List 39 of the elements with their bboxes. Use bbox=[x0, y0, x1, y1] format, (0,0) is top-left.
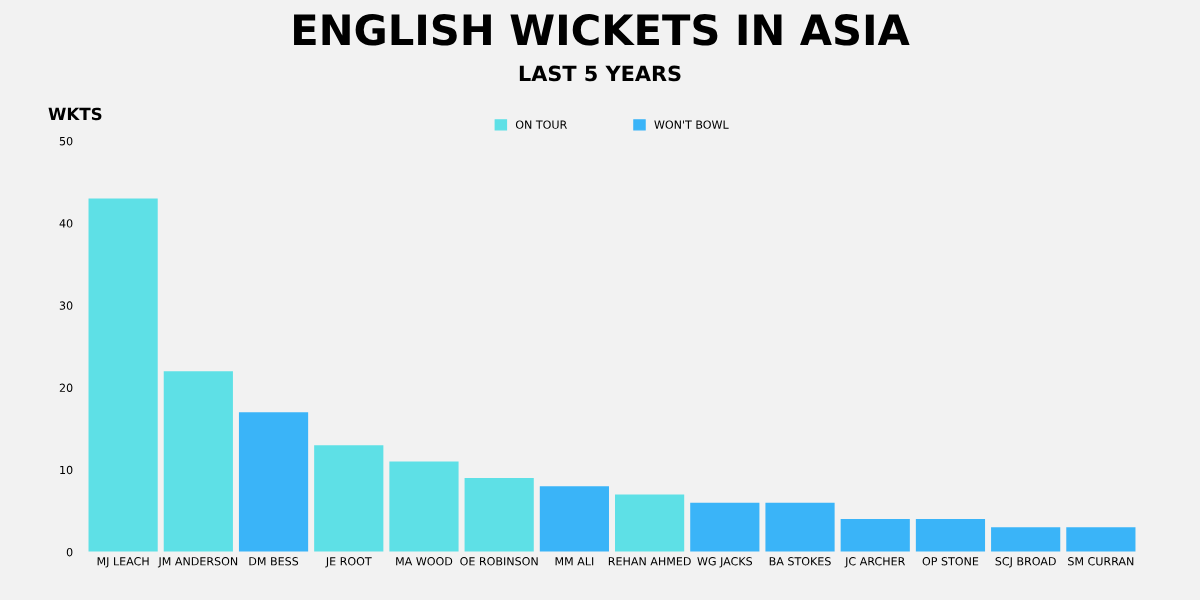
x-tick-label: JM ANDERSON bbox=[157, 557, 238, 568]
bar bbox=[991, 527, 1061, 552]
bar bbox=[238, 412, 309, 552]
bar bbox=[314, 445, 384, 552]
y-tick-label: 50 bbox=[59, 136, 73, 146]
x-tick-label: OE ROBINSON bbox=[460, 557, 538, 566]
x-tick-label: REHAN AHMED bbox=[608, 557, 691, 566]
y-tick-label: 40 bbox=[59, 219, 73, 228]
bar bbox=[163, 371, 233, 552]
y-tick-label: 0 bbox=[66, 547, 73, 557]
x-tick-label: OP STONE bbox=[922, 557, 979, 566]
bar bbox=[1066, 527, 1136, 552]
chart-title: ENGLISH WICKETS IN ASIA bbox=[294, 14, 910, 46]
bar bbox=[915, 519, 986, 552]
x-tick-label: JC ARCHER bbox=[844, 557, 906, 568]
x-tick-label: SM CURRAN bbox=[1068, 557, 1134, 566]
x-tick-label: WG JACKS bbox=[697, 557, 753, 568]
x-tick-label: MA WOOD bbox=[396, 557, 453, 566]
x-tick-label: MJ LEACH bbox=[97, 557, 149, 568]
x-tick-label: BA STOKES bbox=[769, 557, 831, 566]
x-tick-label: JE ROOT bbox=[325, 557, 372, 568]
x-tick-label: DM BESS bbox=[249, 557, 299, 566]
y-tick-label: 30 bbox=[59, 301, 73, 310]
bar bbox=[690, 502, 760, 552]
legend-label: ON TOUR bbox=[515, 120, 567, 129]
bar bbox=[88, 198, 158, 552]
y-tick-label: 10 bbox=[60, 465, 73, 475]
x-tick-label: SCJ BROAD bbox=[995, 557, 1056, 568]
legend-label: WON'T BOWL bbox=[654, 120, 729, 129]
bar bbox=[615, 494, 685, 552]
bar bbox=[765, 502, 835, 552]
y-axis-title: WKTS bbox=[48, 107, 102, 121]
bar bbox=[389, 461, 459, 552]
bar bbox=[539, 486, 609, 552]
chart-subtitle: LAST 5 YEARS bbox=[519, 65, 681, 82]
x-tick-label: MM ALI bbox=[555, 557, 594, 566]
bar bbox=[840, 519, 910, 552]
y-tick-label: 20 bbox=[59, 383, 73, 392]
bar bbox=[464, 478, 534, 552]
